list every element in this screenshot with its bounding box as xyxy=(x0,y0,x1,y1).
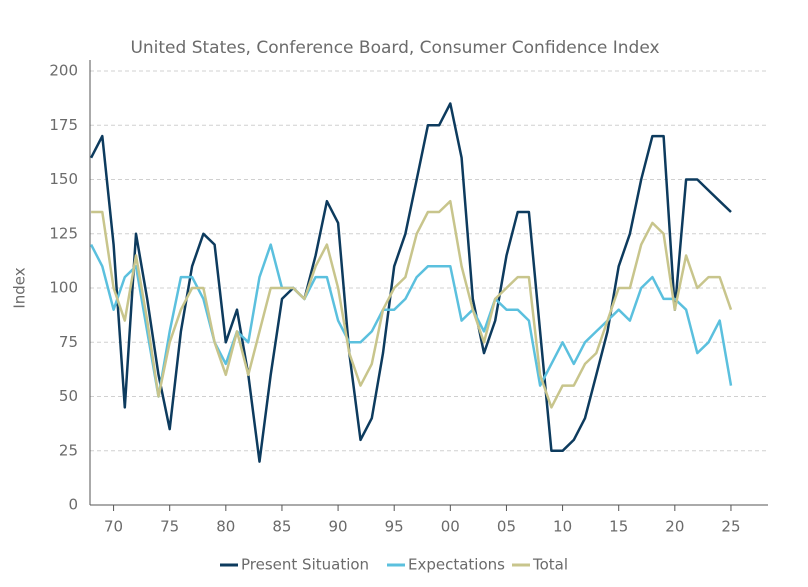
legend-label: Present Situation xyxy=(241,556,369,574)
x-tick-label: 95 xyxy=(385,518,404,536)
x-tick-label: 85 xyxy=(272,518,291,536)
chart-title: United States, Conference Board, Consume… xyxy=(130,38,659,58)
x-tick-label: 05 xyxy=(497,518,516,536)
y-tick-label: 25 xyxy=(59,441,78,459)
y-tick-label: 175 xyxy=(49,116,78,134)
y-tick-label: 150 xyxy=(49,170,78,188)
x-tick-label: 20 xyxy=(665,518,684,536)
y-tick-label: 0 xyxy=(68,496,78,514)
x-tick-label: 80 xyxy=(216,518,235,536)
legend-label: Expectations xyxy=(408,556,505,574)
legend-label: Total xyxy=(532,556,568,574)
y-axis-label: Index xyxy=(11,267,29,308)
x-tick-label: 10 xyxy=(553,518,572,536)
x-tick-label: 70 xyxy=(104,518,123,536)
y-tick-label: 50 xyxy=(59,387,78,405)
x-tick-label: 15 xyxy=(609,518,628,536)
y-tick-label: 200 xyxy=(49,62,78,80)
x-tick-label: 90 xyxy=(329,518,348,536)
x-tick-label: 25 xyxy=(721,518,740,536)
series-line xyxy=(89,102,732,463)
series-line xyxy=(91,199,733,409)
x-tick-label: 75 xyxy=(160,518,179,536)
y-tick-label: 100 xyxy=(49,279,78,297)
y-tick-label: 75 xyxy=(59,333,78,351)
x-tick-label: 00 xyxy=(441,518,460,536)
y-tick-label: 125 xyxy=(49,224,78,242)
